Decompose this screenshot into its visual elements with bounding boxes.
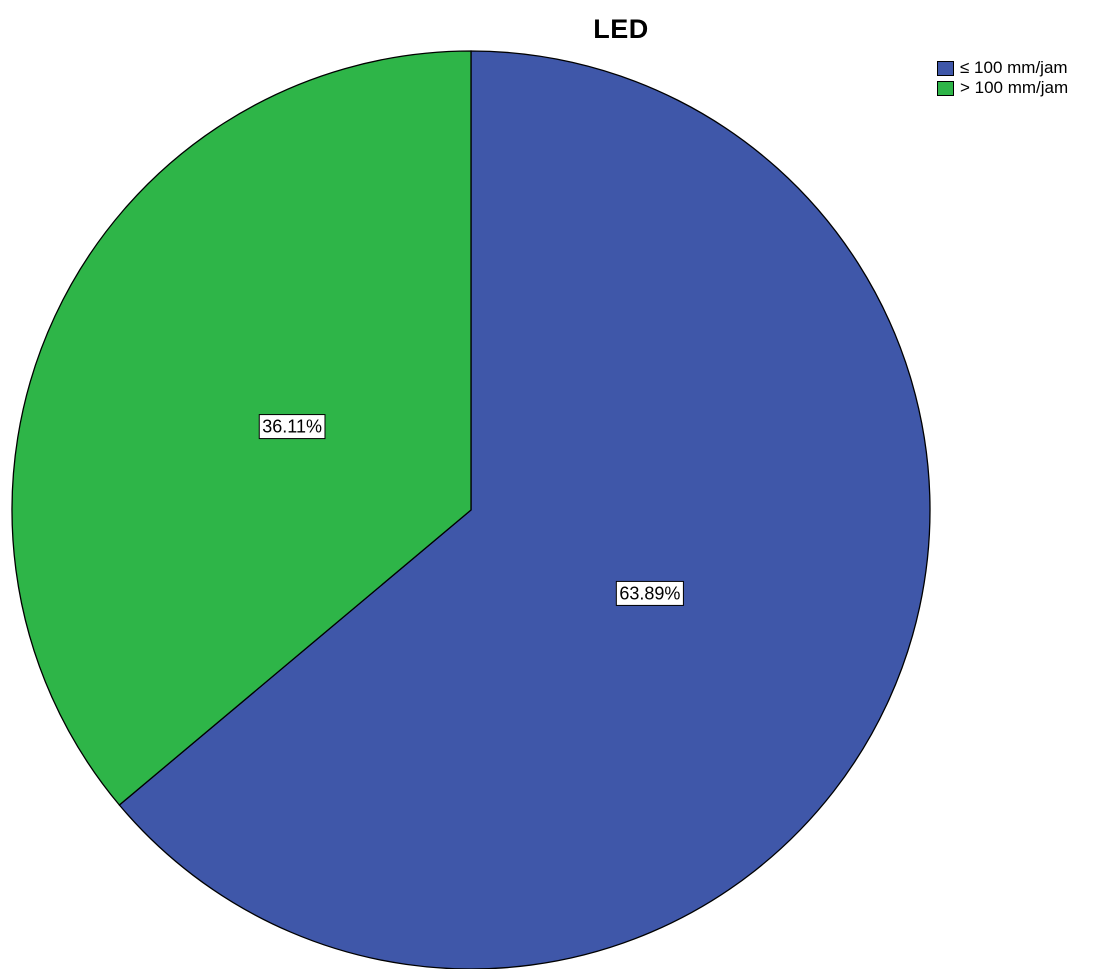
legend-label: ≤ 100 mm/jam [960, 58, 1068, 77]
legend: ≤ 100 mm/jam > 100 mm/jam [937, 58, 1068, 98]
chart-title: LED [593, 14, 649, 44]
slice-value-text: 63.89% [619, 583, 680, 603]
legend-item: > 100 mm/jam [937, 78, 1068, 98]
legend-swatch [937, 60, 954, 76]
slice-value-label: 63.89% [615, 580, 684, 606]
pie-slice [118, 50, 931, 969]
slice-value-box [258, 414, 326, 440]
legend-swatch [937, 80, 954, 96]
legend-item: ≤ 100 mm/jam [937, 58, 1068, 78]
pie-slice [11, 50, 472, 806]
slice-value-text: 36.11% [262, 417, 322, 437]
legend-label: > 100 mm/jam [960, 78, 1069, 97]
slice-value-label: 36.11% [258, 414, 326, 440]
slice-value-box [615, 580, 684, 606]
